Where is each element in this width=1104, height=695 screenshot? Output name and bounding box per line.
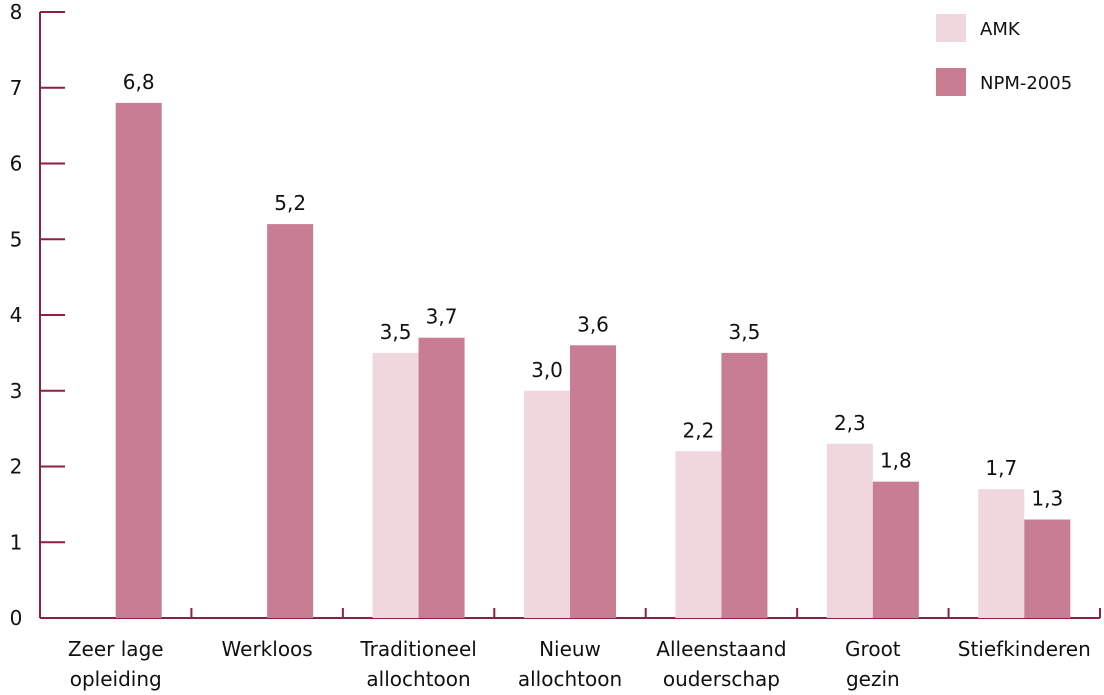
legend: AMK NPM-2005 bbox=[936, 14, 1072, 96]
bars: 6,8 Zeer lage opleiding 5,2 Werkloos 3,5 3,7 Tr… bbox=[68, 70, 1091, 691]
category-label: Werkloos bbox=[222, 637, 313, 661]
data-label: 3,5 bbox=[380, 320, 412, 344]
bar-amk bbox=[524, 390, 570, 618]
data-label: 3,7 bbox=[426, 305, 458, 329]
data-label: 6,8 bbox=[123, 70, 155, 94]
data-label: 1,3 bbox=[1031, 487, 1063, 511]
category-label: Stiefkinderen bbox=[958, 637, 1091, 661]
y-tick-label: 7 bbox=[10, 76, 23, 100]
category-label: Traditioneel bbox=[359, 637, 476, 661]
category-label: Zeer lage bbox=[68, 637, 164, 661]
bar-npm-2005 bbox=[570, 345, 616, 618]
category-label: Alleenstaand bbox=[656, 637, 786, 661]
bar-amk bbox=[826, 443, 873, 618]
bar-npm-2005 bbox=[418, 337, 465, 618]
bar-amk bbox=[978, 489, 1025, 618]
legend-swatch bbox=[936, 14, 966, 42]
legend-label: AMK bbox=[980, 19, 1021, 40]
y-tick-label: 8 bbox=[10, 0, 23, 24]
legend-label: NPM-2005 bbox=[980, 73, 1072, 94]
axes: 0 1 2 3 4 5 6 7 8 bbox=[10, 0, 1101, 630]
data-label: 1,8 bbox=[880, 449, 912, 473]
data-label: 5,2 bbox=[274, 191, 306, 215]
data-label: 3,6 bbox=[577, 312, 609, 336]
category-label: allochtoon bbox=[518, 667, 622, 691]
y-tick-label: 6 bbox=[10, 152, 23, 176]
y-tick-label: 1 bbox=[10, 530, 23, 554]
category-label: ouderschap bbox=[663, 667, 780, 691]
bar-npm-2005 bbox=[721, 352, 768, 618]
data-label: 3,5 bbox=[729, 320, 761, 344]
data-label: 2,3 bbox=[834, 411, 866, 435]
y-tick-label: 5 bbox=[10, 227, 23, 251]
y-tick-label: 0 bbox=[10, 606, 23, 630]
category-label: allochtoon bbox=[366, 667, 470, 691]
bar-npm-2005 bbox=[872, 481, 919, 618]
bar-npm-2005 bbox=[1024, 519, 1071, 618]
y-tick-label: 4 bbox=[10, 303, 23, 327]
bar-amk bbox=[675, 451, 722, 618]
bar-amk bbox=[372, 352, 419, 618]
category-label: Groot bbox=[845, 637, 901, 661]
y-tick-label: 2 bbox=[10, 455, 23, 479]
category-label: opleiding bbox=[70, 667, 162, 691]
data-label: 1,7 bbox=[985, 456, 1017, 480]
legend-swatch bbox=[936, 68, 966, 96]
data-label: 2,2 bbox=[683, 418, 715, 442]
bar-npm-2005 bbox=[115, 102, 162, 618]
category-label: gezin bbox=[846, 667, 900, 691]
data-label: 3,0 bbox=[531, 358, 563, 382]
y-tick-label: 3 bbox=[10, 379, 23, 403]
category-label: Nieuw bbox=[539, 637, 601, 661]
bar-npm-2005 bbox=[267, 224, 314, 618]
